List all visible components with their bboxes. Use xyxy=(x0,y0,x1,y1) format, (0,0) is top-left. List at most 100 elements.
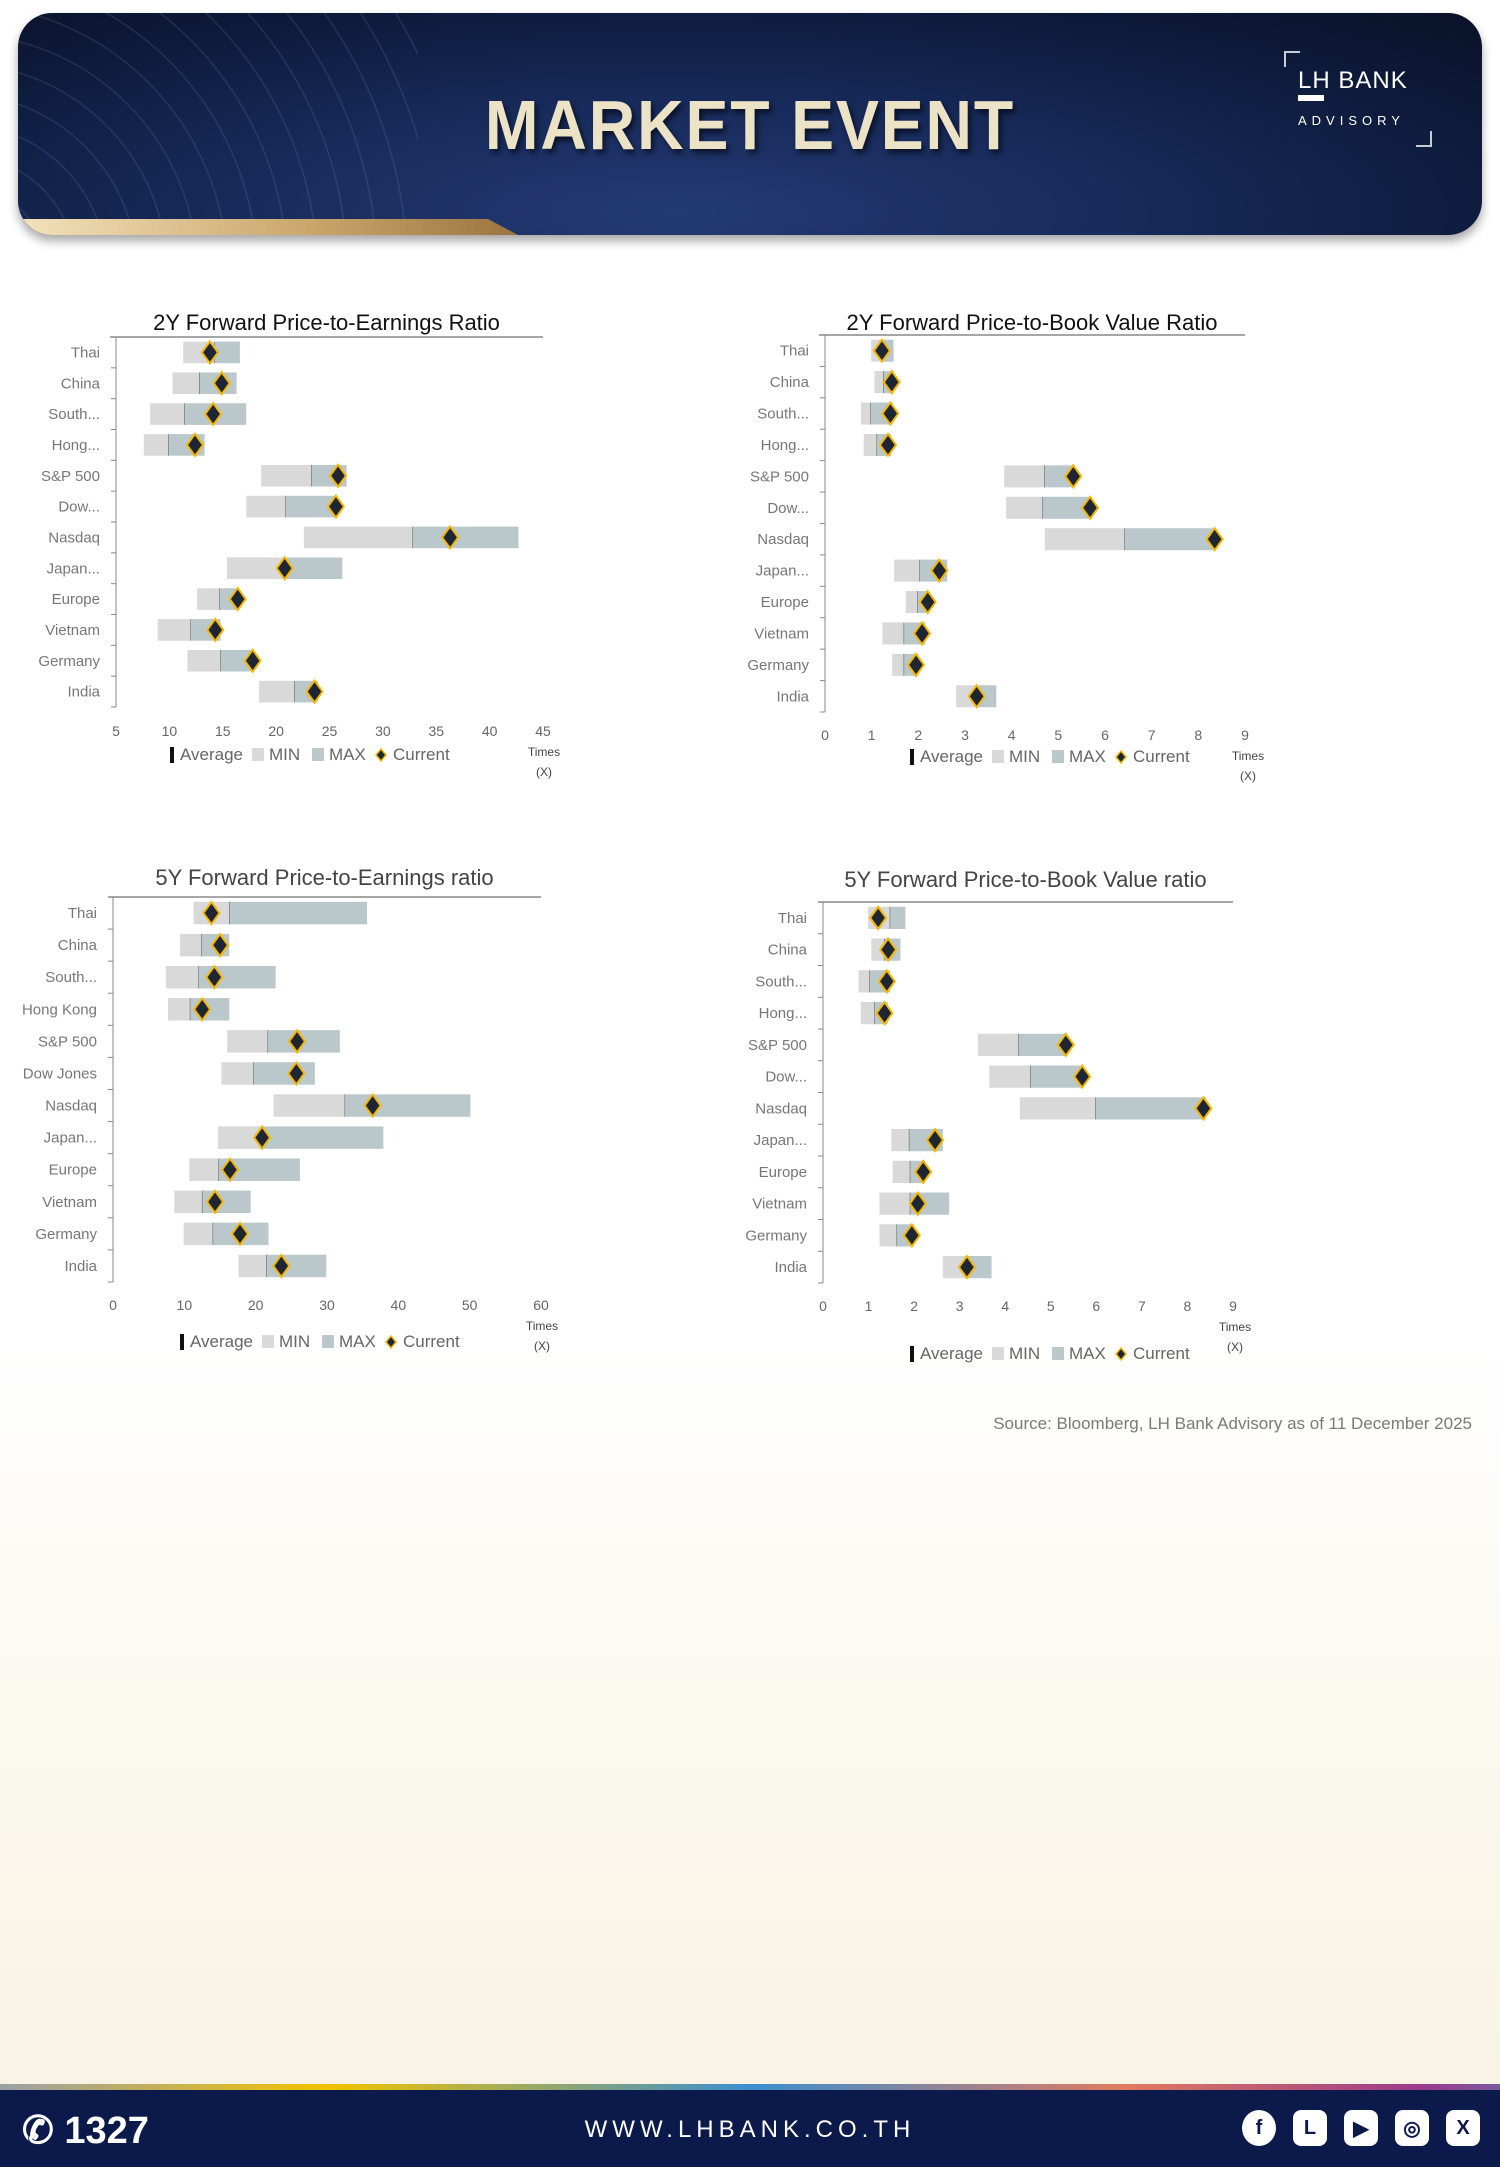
category-label: Europe xyxy=(759,1164,807,1181)
bar-min xyxy=(874,371,884,394)
legend-average: Average xyxy=(920,1344,983,1363)
chart-svg: 2Y Forward Price-to-Book Value Ratio Thai… xyxy=(747,310,1264,783)
legend-average-swatch xyxy=(180,1334,184,1350)
x-tick-label: 4 xyxy=(1001,1298,1009,1314)
x-tick-label: 30 xyxy=(319,1297,335,1313)
category-label: Vietnam xyxy=(752,1196,807,1213)
bar-min xyxy=(174,1190,203,1214)
bar-min xyxy=(303,526,413,549)
category-label: China xyxy=(58,937,98,954)
x-tick-label: 6 xyxy=(1101,727,1109,743)
axis-unit-label: (X) xyxy=(1240,769,1256,783)
page-title: MARKET EVENT xyxy=(484,86,1016,164)
current-marker xyxy=(200,339,220,366)
category-label: Europe xyxy=(52,591,100,608)
youtube-icon[interactable]: ▶ xyxy=(1344,2110,1378,2146)
chart-svg: 2Y Forward Price-to-Earnings Ratio Thai Ch… xyxy=(38,310,560,779)
x-tick-label: 10 xyxy=(177,1297,193,1313)
current-marker xyxy=(440,524,460,551)
bar-min xyxy=(905,591,918,614)
current-marker xyxy=(192,996,212,1022)
bar-min xyxy=(189,1158,219,1181)
legend-average: Average xyxy=(920,747,983,766)
category-label: Europe xyxy=(761,594,809,611)
current-marker xyxy=(206,617,225,643)
bar-min xyxy=(187,649,221,672)
bar-min xyxy=(197,588,220,610)
bar-min xyxy=(860,402,871,425)
category-label: Vietnam xyxy=(754,625,809,642)
x-tick-label: 6 xyxy=(1092,1298,1100,1314)
chart-title: 2Y Forward Price-to-Earnings Ratio xyxy=(153,310,500,335)
category-label: Japan... xyxy=(44,1130,97,1147)
bar-min xyxy=(180,933,202,957)
bar-min xyxy=(882,622,904,645)
category-label: Hong... xyxy=(761,437,809,454)
instagram-icon[interactable]: ◎ xyxy=(1395,2110,1429,2146)
current-marker xyxy=(878,936,898,963)
x-tick-label: 45 xyxy=(535,723,551,739)
category-label: Thai xyxy=(71,344,100,361)
x-tick-label: 60 xyxy=(533,1297,549,1313)
current-marker xyxy=(1205,526,1224,552)
current-marker xyxy=(913,1159,933,1185)
bar-max xyxy=(1042,496,1091,519)
x-tick-label: 20 xyxy=(268,723,284,739)
current-marker xyxy=(228,586,247,612)
bar-max xyxy=(253,1062,315,1085)
legend-min-swatch xyxy=(992,1347,1004,1360)
chart-title: 2Y Forward Price-to-Book Value Ratio xyxy=(847,310,1218,335)
source-note: Source: Bloomberg, LH Bank Advisory as o… xyxy=(993,1414,1472,1433)
current-marker xyxy=(881,400,900,427)
bar-min xyxy=(221,1062,254,1085)
bar-min xyxy=(892,653,904,676)
current-marker xyxy=(202,900,221,926)
category-label: Germany xyxy=(747,657,809,674)
current-marker xyxy=(203,401,223,427)
legend-max: MAX xyxy=(1069,1344,1106,1363)
axis-unit-label: Times xyxy=(528,745,560,759)
bar-min xyxy=(261,464,312,487)
phone-number[interactable]: ✆ 1327 xyxy=(22,2110,149,2152)
banner-gold-stripe xyxy=(18,219,518,235)
current-marker xyxy=(872,338,892,364)
legend-average-swatch xyxy=(910,749,914,765)
axis-unit-label: (X) xyxy=(536,765,552,779)
bar-min xyxy=(989,1065,1031,1088)
current-marker xyxy=(902,1222,922,1249)
category-label: Dow Jones xyxy=(23,1065,97,1082)
category-label: China xyxy=(61,375,101,392)
chart-2y-pbv: 2Y Forward Price-to-Book Value Ratio Thai… xyxy=(747,300,1450,783)
footer-color-strip xyxy=(0,2084,1500,2090)
legend-min: MIN xyxy=(1009,1344,1040,1363)
current-marker xyxy=(912,620,932,647)
bar-max xyxy=(966,1256,992,1279)
current-marker xyxy=(875,1000,894,1026)
legend-max-swatch xyxy=(322,1335,334,1348)
category-label: India xyxy=(774,1259,807,1276)
x-tick-label: 7 xyxy=(1138,1298,1146,1314)
x-tick-label: 15 xyxy=(215,723,231,739)
line-icon[interactable]: L xyxy=(1293,2110,1327,2146)
legend-min-swatch xyxy=(262,1335,274,1348)
legend-current: Current xyxy=(393,745,450,764)
x-tick-label: 8 xyxy=(1184,1298,1192,1314)
legend-current-swatch xyxy=(375,747,387,763)
facebook-icon[interactable]: f xyxy=(1242,2110,1276,2146)
legend-current-swatch xyxy=(385,1334,397,1350)
bar-max xyxy=(229,901,367,925)
bar-min xyxy=(246,495,286,518)
x-tick-label: 30 xyxy=(375,723,391,739)
current-marker xyxy=(252,1124,272,1151)
current-marker xyxy=(328,463,348,489)
bar-min xyxy=(259,680,295,703)
website-link[interactable]: WWW.LHBANK.CO.TH xyxy=(584,2116,916,2143)
legend-current-swatch xyxy=(1115,1346,1127,1362)
current-marker xyxy=(220,1157,240,1183)
axis-unit-label: Times xyxy=(1219,1320,1251,1334)
legend-max: MAX xyxy=(1069,747,1106,766)
chart-5y-pe: 5Y Forward Price-to-Earnings ratio Thai Ch… xyxy=(22,855,760,1365)
current-marker xyxy=(878,432,898,458)
x-icon[interactable]: X xyxy=(1446,2110,1480,2146)
x-tick-label: 40 xyxy=(482,723,498,739)
